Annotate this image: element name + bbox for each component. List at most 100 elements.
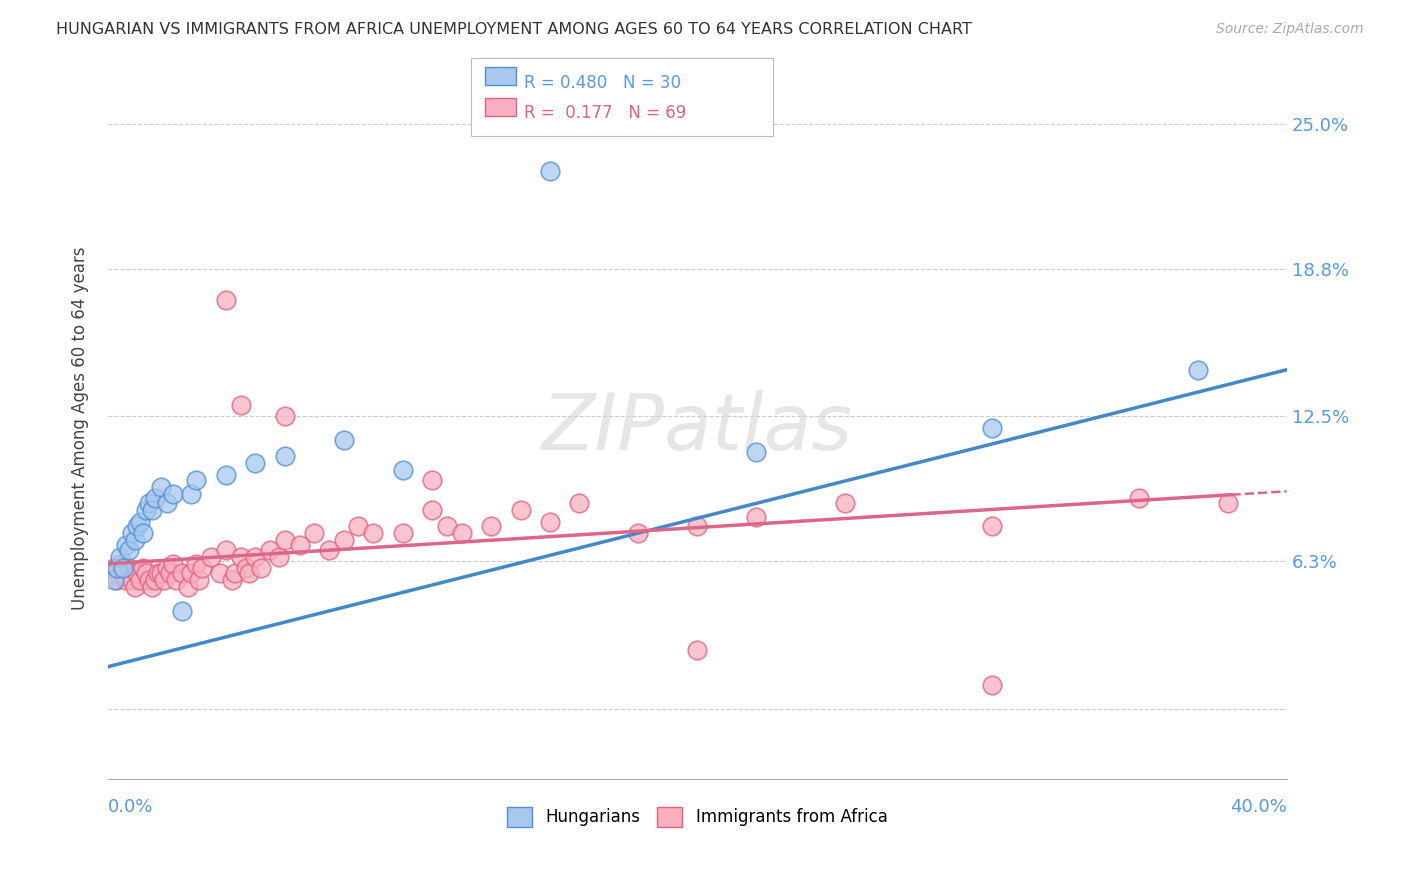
- Point: [981, 519, 1004, 533]
- Point: [420, 503, 443, 517]
- Point: [124, 580, 146, 594]
- Text: R = 0.480   N = 30: R = 0.480 N = 30: [524, 74, 682, 92]
- Point: [159, 566, 181, 581]
- Point: [143, 491, 166, 506]
- Point: [274, 533, 297, 548]
- Point: [221, 573, 243, 587]
- Text: Source: ZipAtlas.com: Source: ZipAtlas.com: [1216, 22, 1364, 37]
- Text: HUNGARIAN VS IMMIGRANTS FROM AFRICA UNEMPLOYMENT AMONG AGES 60 TO 64 YEARS CORRE: HUNGARIAN VS IMMIGRANTS FROM AFRICA UNEM…: [56, 22, 972, 37]
- Point: [103, 573, 125, 587]
- Point: [138, 496, 160, 510]
- Point: [627, 526, 650, 541]
- Point: [176, 580, 198, 594]
- Point: [347, 519, 370, 533]
- Point: [170, 603, 193, 617]
- Point: [304, 526, 326, 541]
- Point: [229, 549, 252, 564]
- Text: 40.0%: 40.0%: [1230, 797, 1286, 815]
- Point: [208, 566, 231, 581]
- Point: [250, 561, 273, 575]
- Point: [143, 573, 166, 587]
- Point: [186, 473, 208, 487]
- Point: [1128, 491, 1150, 506]
- Point: [100, 566, 122, 581]
- Point: [179, 486, 201, 500]
- Point: [834, 496, 856, 510]
- Point: [162, 486, 184, 500]
- Point: [436, 519, 458, 533]
- Point: [318, 542, 340, 557]
- Point: [332, 433, 354, 447]
- Point: [114, 573, 136, 587]
- Point: [162, 557, 184, 571]
- Point: [129, 573, 152, 587]
- Point: [450, 526, 472, 541]
- Point: [188, 573, 211, 587]
- Point: [568, 496, 591, 510]
- Point: [129, 515, 152, 529]
- Point: [245, 456, 267, 470]
- Point: [117, 542, 139, 557]
- Point: [186, 557, 208, 571]
- Point: [274, 409, 297, 424]
- Point: [235, 561, 257, 575]
- Point: [1216, 496, 1239, 510]
- Point: [132, 561, 155, 575]
- Point: [111, 561, 134, 575]
- Point: [332, 533, 354, 548]
- Point: [117, 561, 139, 575]
- Point: [538, 164, 561, 178]
- Point: [245, 549, 267, 564]
- Point: [267, 549, 290, 564]
- Point: [124, 533, 146, 548]
- Point: [1187, 362, 1209, 376]
- Point: [238, 566, 260, 581]
- Point: [138, 573, 160, 587]
- Point: [981, 678, 1004, 692]
- Point: [156, 561, 179, 575]
- Point: [105, 561, 128, 575]
- Point: [391, 463, 413, 477]
- Point: [274, 449, 297, 463]
- Point: [150, 480, 173, 494]
- Point: [686, 643, 709, 657]
- Point: [509, 503, 531, 517]
- Point: [165, 573, 187, 587]
- Text: ZIPatlas: ZIPatlas: [541, 390, 853, 467]
- Point: [745, 510, 768, 524]
- Point: [288, 538, 311, 552]
- Point: [420, 473, 443, 487]
- Point: [153, 573, 176, 587]
- Point: [103, 561, 125, 575]
- Point: [981, 421, 1004, 435]
- Point: [114, 538, 136, 552]
- Point: [146, 566, 169, 581]
- Point: [111, 566, 134, 581]
- Point: [150, 566, 173, 581]
- Point: [135, 503, 157, 517]
- Point: [224, 566, 246, 581]
- Legend: Hungarians, Immigrants from Africa: Hungarians, Immigrants from Africa: [501, 800, 894, 834]
- Point: [215, 467, 238, 482]
- Point: [200, 549, 222, 564]
- Point: [259, 542, 281, 557]
- Point: [479, 519, 502, 533]
- Point: [391, 526, 413, 541]
- Point: [135, 566, 157, 581]
- Point: [108, 549, 131, 564]
- Point: [108, 557, 131, 571]
- Point: [105, 573, 128, 587]
- Point: [361, 526, 384, 541]
- Point: [121, 526, 143, 541]
- Text: R =  0.177   N = 69: R = 0.177 N = 69: [524, 104, 686, 122]
- Point: [156, 496, 179, 510]
- Point: [686, 519, 709, 533]
- Y-axis label: Unemployment Among Ages 60 to 64 years: Unemployment Among Ages 60 to 64 years: [72, 246, 89, 610]
- Point: [745, 444, 768, 458]
- Point: [132, 526, 155, 541]
- Point: [127, 519, 149, 533]
- Point: [141, 580, 163, 594]
- Point: [215, 293, 238, 307]
- Point: [538, 515, 561, 529]
- Point: [215, 542, 238, 557]
